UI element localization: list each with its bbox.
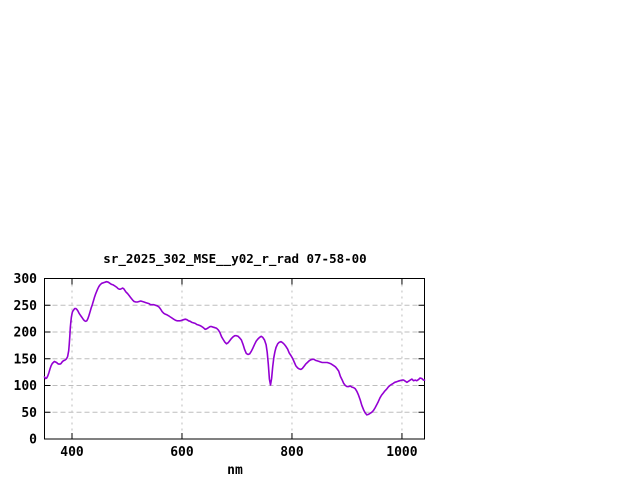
y-tick-label-250: 250: [14, 299, 38, 314]
spectrum-line: [43, 280, 426, 416]
y-tick-label-100: 100: [14, 379, 38, 394]
y-tick-label-200: 200: [14, 326, 38, 341]
chart-title: sr_2025_302_MSE__y02_r_rad 07-58-00: [103, 251, 366, 267]
x-tick-label-800: 800: [280, 445, 304, 460]
tick-labels: 400 600 800 1000 0 50 100 150 200 250 300: [14, 272, 418, 460]
gridlines: [44, 278, 425, 439]
x-tick-label-600: 600: [170, 445, 194, 460]
y-tick-label-300: 300: [14, 272, 38, 287]
x-axis-label: nm: [227, 463, 243, 478]
plot-border: [44, 278, 425, 440]
x-tick-label-1000: 1000: [386, 445, 417, 460]
x-tick-label-400: 400: [60, 445, 84, 460]
y-tick-label-50: 50: [21, 406, 37, 421]
y-tick-label-150: 150: [14, 352, 38, 367]
y-tick-label-0: 0: [29, 433, 37, 448]
